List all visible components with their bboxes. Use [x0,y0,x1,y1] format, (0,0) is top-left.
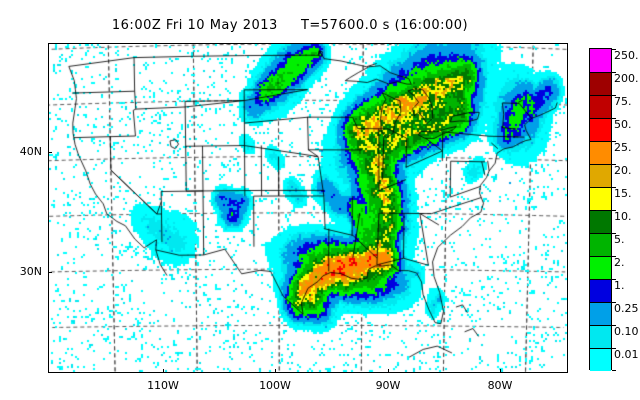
colorbar-separator [590,325,611,326]
colorbar-separator [590,141,611,142]
colorbar-separator [590,210,611,211]
colorbar-separator [590,164,611,165]
colorbar-label-11: 0.25 [614,302,639,315]
colorbar-band-15 [590,187,611,210]
colorbar-separator [590,233,611,234]
colorbar-label-5: 20. [614,164,632,177]
colorbar-label-9: 2. [614,256,625,269]
y-tick-30n [48,272,52,273]
colorbar-label-10: 1. [614,279,625,292]
colorbar-band-025 [590,302,611,325]
colorbar-tick [612,164,616,165]
colorbar-separator [590,348,611,349]
colorbar-band-200 [590,72,611,95]
colorbar-band-20 [590,164,611,187]
colorbar-band-75 [590,95,611,118]
colorbar-label-8: 5. [614,233,625,246]
colorbar-tick [612,348,616,349]
colorbar-tick [612,256,616,257]
figure-title: 16:00Z Fri 10 May 2013 T=57600.0 s (16:0… [111,18,469,33]
colorbar-separator [590,187,611,188]
y-tick-40n [48,152,52,153]
colorbar-band-250 [590,49,611,72]
colorbar-label-3: 50. [614,118,632,131]
colorbar-label-0: 250. [614,49,639,62]
colorbar-tick [612,187,616,188]
colorbar-band-10 [590,210,611,233]
colorbar-label-12: 0.10 [614,325,639,338]
x-tick-110w [163,369,164,373]
colorbar [589,48,612,371]
colorbar-separator [590,72,611,73]
colorbar-separator [590,279,611,280]
colorbar-band-010 [590,325,611,348]
colorbar-tick [612,141,616,142]
map-plot-area [48,43,568,373]
colorbar-tick [612,325,616,326]
colorbar-band-2 [590,256,611,279]
x-axis-label-90w: 90W [375,379,401,392]
colorbar-separator [590,118,611,119]
x-tick-80w [500,369,501,373]
colorbar-separator [590,256,611,257]
colorbar-label-2: 75. [614,95,632,108]
colorbar-tick [612,118,616,119]
colorbar-label-1: 200. [614,72,639,85]
x-tick-90w [388,369,389,373]
colorbar-tick [612,95,616,96]
y-axis-label-30n: 30N [19,265,42,278]
colorbar-tick [612,279,616,280]
x-axis-label-110w: 110W [147,379,179,392]
colorbar-band-50 [590,118,611,141]
colorbar-band-001 [590,348,611,371]
colorbar-tick [612,233,616,234]
colorbar-tick [612,210,616,211]
colorbar-label-13: 0.01 [614,348,639,361]
x-tick-100w [275,369,276,373]
colorbar-label-7: 10. [614,210,632,223]
colorbar-tick-base [612,370,616,371]
colorbar-tick [612,49,616,50]
colorbar-tick [612,302,616,303]
colorbar-separator [590,95,611,96]
colorbar-label-6: 15. [614,187,632,200]
x-axis-label-100w: 100W [259,379,291,392]
colorbar-band-25 [590,141,611,164]
colorbar-tick [612,72,616,73]
precipitation-map-canvas [49,44,567,372]
y-axis-label-40n: 40N [19,145,42,158]
colorbar-separator [590,302,611,303]
colorbar-band-5 [590,233,611,256]
colorbar-label-4: 25. [614,141,632,154]
x-axis-label-80w: 80W [487,379,513,392]
colorbar-band-1 [590,279,611,302]
